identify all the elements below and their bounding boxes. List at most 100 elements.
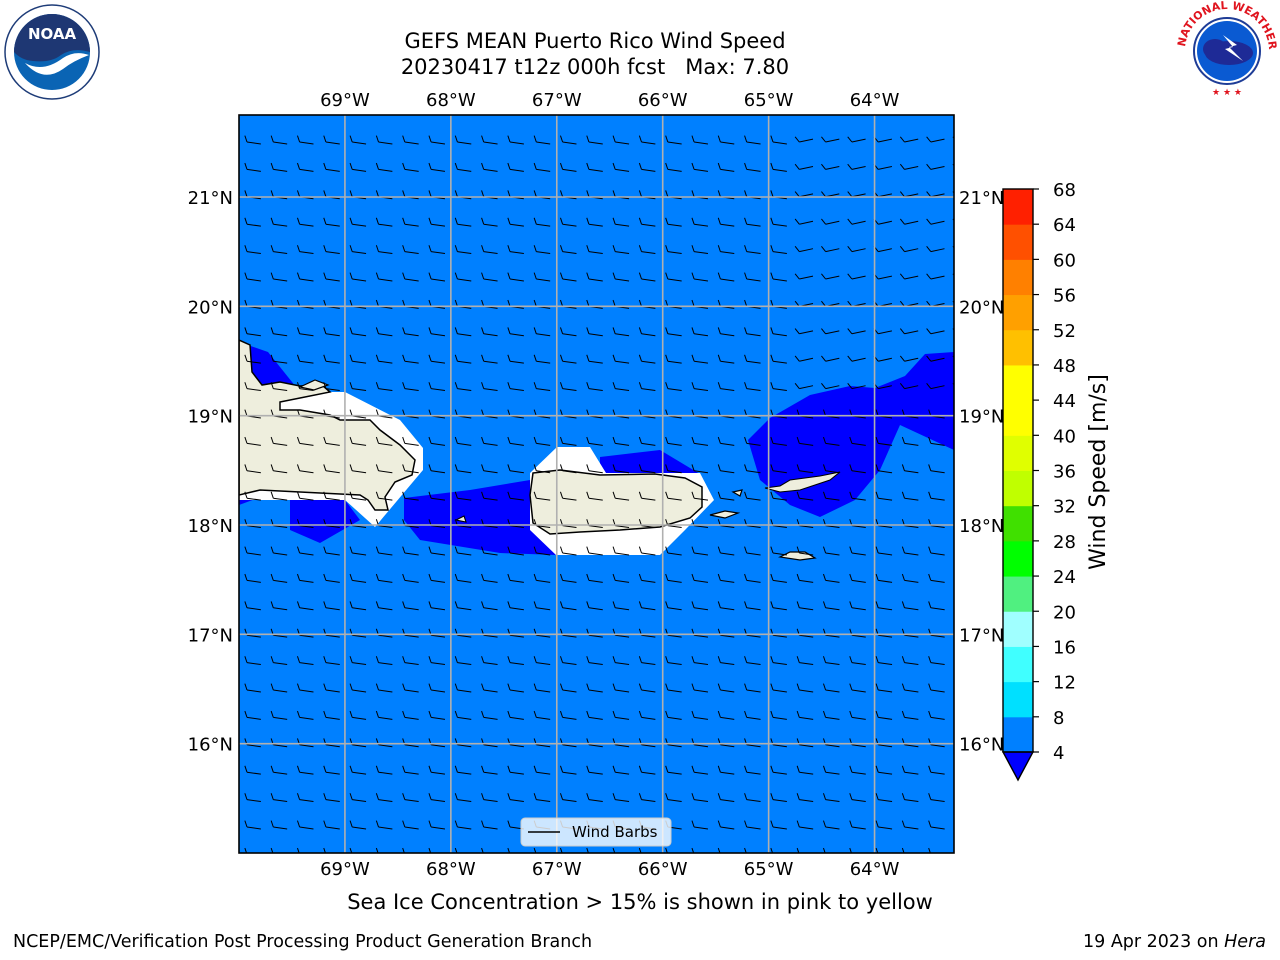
wind-barb: [796, 464, 814, 474]
wind-barb: [270, 793, 288, 803]
wind-barb: [847, 273, 866, 280]
wind-barb: [323, 546, 340, 556]
wind-barb: [665, 491, 682, 501]
wind-barb: [323, 382, 340, 392]
wind-barb: [849, 491, 866, 501]
wind-barb: [794, 355, 814, 362]
wind-barb: [244, 710, 261, 720]
wind-barb: [533, 272, 551, 282]
colorbar-segment: [1003, 294, 1033, 331]
wind-barb: [744, 354, 761, 364]
wind-barb: [612, 327, 630, 337]
wind-barb: [375, 382, 393, 392]
wind-barb: [428, 464, 446, 474]
wind-barb: [296, 464, 314, 474]
wind-barb: [244, 765, 261, 775]
wind-barb: [454, 820, 472, 830]
wind-barb: [296, 491, 314, 501]
wind-barb: [717, 793, 735, 803]
wind-barb: [402, 217, 419, 227]
land-virgin-islands: [764, 471, 841, 493]
wind-barb: [665, 354, 682, 364]
wind-barb: [665, 245, 682, 255]
wind-barb: [796, 656, 814, 666]
wind-barb: [244, 327, 261, 337]
wind-barb: [744, 135, 761, 145]
wind-barb: [428, 135, 446, 145]
wind-barb: [375, 683, 393, 693]
wind-barb: [849, 820, 866, 830]
land-puerto-rico: [529, 469, 703, 535]
wind-barb: [875, 710, 893, 720]
wind-barb: [612, 710, 630, 720]
colorbar-segment: [1003, 540, 1033, 577]
wind-barb: [770, 217, 787, 227]
wind-barb: [717, 491, 735, 501]
wind-barb: [296, 710, 314, 720]
wind-barb: [533, 382, 551, 392]
wind-barb: [507, 793, 524, 803]
colorbar-tick-label: 36: [1053, 462, 1076, 483]
wind-barb: [770, 710, 787, 720]
wind-barb: [770, 327, 787, 337]
wind-barb: [349, 491, 367, 501]
wind-barb: [533, 601, 551, 611]
wind-barb: [770, 382, 787, 392]
colorbar-segment: [1003, 400, 1033, 436]
wind-barb: [559, 546, 577, 556]
wind-barb: [481, 656, 498, 666]
wind-barb: [428, 354, 446, 364]
colorbar-segment: [1003, 470, 1033, 507]
wind-barb: [559, 656, 577, 666]
wind-barb: [691, 354, 709, 364]
wind-barb: [638, 327, 656, 337]
wind-barb: [822, 765, 840, 775]
wind-barb: [586, 847, 590, 853]
wind-barb: [375, 820, 393, 830]
wind-barb: [559, 765, 577, 775]
wind-barb: [349, 135, 367, 145]
wind-barb: [665, 272, 682, 282]
wind-barb: [507, 847, 511, 853]
noaa-logo-icon: NOAA: [4, 4, 100, 100]
wind-barb: [270, 546, 288, 556]
wind-barb: [901, 765, 919, 775]
lon-label-bottom: 69°W: [320, 859, 370, 880]
wind-barb: [691, 683, 709, 693]
wind-barb: [349, 765, 367, 775]
wind-barb: [323, 820, 340, 830]
wind-barb: [954, 766, 972, 774]
wind-barb: [323, 683, 340, 693]
wind-barb: [796, 820, 814, 830]
wind-barb: [899, 273, 919, 280]
wind-barb: [586, 573, 603, 583]
wind-barb: [323, 656, 340, 666]
wind-barb: [770, 683, 787, 693]
wind-barb: [612, 217, 630, 227]
wind-barb: [928, 765, 945, 775]
wind-barb: [402, 820, 419, 830]
host-name: Hera: [1224, 932, 1266, 952]
lat-label-right: 21°N: [959, 188, 1004, 209]
wind-barb: [349, 656, 367, 666]
wind-barb: [691, 464, 709, 474]
wind-barb: [402, 245, 419, 255]
wind-barb: [323, 135, 340, 145]
wind-barb: [349, 683, 367, 693]
wind-barb: [270, 382, 288, 392]
wind-barb: [586, 436, 603, 446]
wind-barb: [270, 162, 288, 172]
wind-barb: [899, 383, 919, 390]
wind-barb: [586, 272, 603, 282]
wind-barb: [244, 601, 261, 611]
wind-barb: [665, 327, 682, 337]
wind-barb: [586, 382, 603, 392]
wind-barb: [717, 656, 735, 666]
wind-barb: [402, 765, 419, 775]
wind-barb: [770, 135, 787, 145]
wind-barb: [744, 683, 761, 693]
wind-barb: [270, 847, 274, 853]
wind-barb: [428, 710, 446, 720]
wind-barb: [402, 847, 406, 853]
